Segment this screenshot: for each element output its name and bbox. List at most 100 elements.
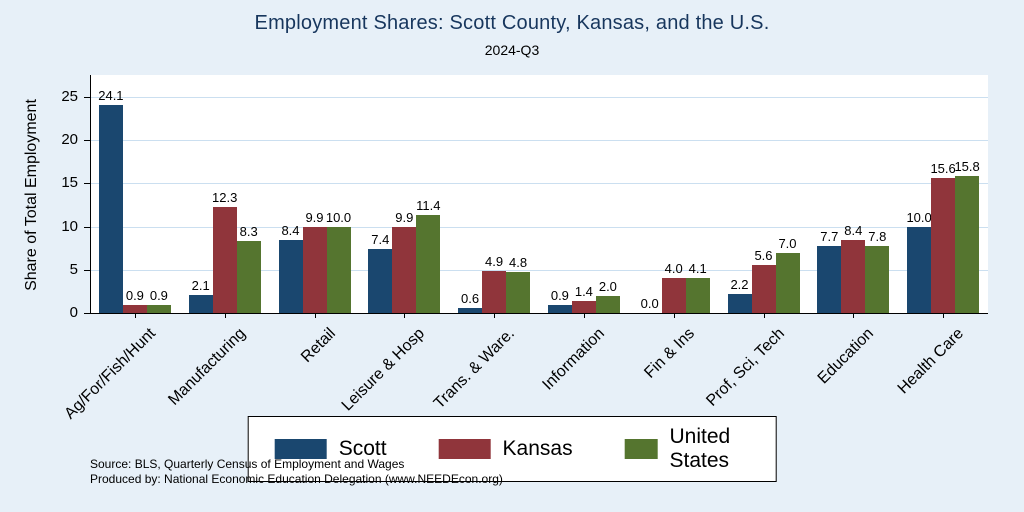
bar-value-label: 7.0 [778, 236, 797, 251]
bar-value-label: 0.6 [461, 291, 480, 306]
y-tick-mark [84, 313, 90, 314]
y-axis-line [90, 75, 91, 313]
gridline [90, 140, 988, 142]
bar-united-states [685, 278, 710, 313]
bar-value-label: 5.6 [754, 248, 773, 263]
bar-value-label: 1.4 [574, 284, 593, 299]
bar-united-states [236, 241, 261, 313]
bar-kansas [212, 207, 237, 313]
bar-kansas [841, 240, 866, 313]
gridline [90, 269, 988, 271]
bar-value-label: 8.3 [239, 224, 258, 239]
bar-scott [817, 246, 842, 313]
bar-kansas [482, 271, 507, 313]
bar-united-states [955, 176, 980, 313]
bar-value-label: 8.4 [281, 223, 300, 238]
bar-value-label: 2.1 [191, 278, 210, 293]
bar-value-label: 9.9 [395, 210, 414, 225]
y-tick-mark [84, 183, 90, 185]
legend-item-scott: Scott [274, 437, 387, 461]
bar-united-states [595, 296, 620, 313]
x-tick-mark [134, 313, 136, 318]
bar-united-states [506, 272, 531, 313]
bar-value-label: 2.0 [598, 279, 617, 294]
legend-label: Kansas [502, 437, 573, 460]
bar-value-label: 9.9 [305, 210, 324, 225]
bar-value-label: 7.7 [820, 229, 839, 244]
y-tick-mark [84, 226, 90, 228]
bar-value-label: 0.9 [149, 288, 168, 303]
bar-value-label: 8.4 [844, 223, 863, 238]
bar-united-states [326, 227, 351, 313]
legend-item-united-states: United States [624, 425, 750, 473]
bar-value-label: 11.4 [416, 198, 441, 213]
source-note: Source: BLS, Quarterly Census of Employm… [90, 457, 503, 487]
bar-united-states [416, 215, 441, 313]
y-axis-title: Share of Total Employment [23, 99, 40, 291]
producer-line: Produced by: National Economic Education… [90, 472, 503, 486]
y-tick-label: 20 [61, 131, 78, 149]
bar-value-label: 4.1 [688, 261, 707, 276]
legend-swatch-kansas [438, 439, 491, 459]
legend-swatch-scott [274, 439, 327, 459]
x-tick-mark [404, 313, 406, 318]
source-line: Source: BLS, Quarterly Census of Employm… [90, 457, 405, 471]
legend-label: Scott [338, 437, 387, 460]
bar-value-label: 10.0 [906, 210, 932, 225]
bar-kansas [661, 278, 686, 313]
x-category-label: Health Care [894, 325, 968, 398]
bar-kansas [122, 305, 147, 313]
y-tick-mark [84, 97, 90, 98]
bar-kansas [751, 265, 776, 313]
bar-scott [907, 227, 932, 313]
bar-kansas [571, 301, 596, 313]
bar-value-label: 15.6 [930, 161, 956, 176]
bar-value-label: 0.9 [550, 288, 569, 303]
y-tick-mark [84, 269, 90, 271]
chart-subtitle: 2024-Q3 [484, 42, 540, 58]
chart-title: Employment Shares: Scott County, Kansas,… [254, 12, 770, 34]
bar-value-label: 0.9 [125, 288, 144, 303]
x-tick-mark [314, 313, 316, 318]
bar-value-label: 4.8 [509, 255, 528, 270]
y-tick-mark [84, 140, 90, 142]
x-tick-mark [224, 313, 226, 318]
bar-scott [188, 295, 213, 313]
y-tick-label: 10 [61, 217, 78, 235]
x-tick-mark [763, 313, 765, 318]
y-tick-label: 5 [69, 260, 78, 278]
bar-value-label: 7.8 [868, 229, 887, 244]
bar-scott [368, 249, 393, 313]
bar-value-label: 24.1 [98, 88, 124, 103]
legend-label: United States [669, 425, 731, 472]
legend-swatch-united-states [624, 439, 658, 459]
bar-scott [278, 240, 303, 313]
bar-scott [547, 305, 572, 313]
bar-value-label: 0.0 [640, 296, 659, 311]
x-tick-mark [583, 313, 585, 318]
bar-value-label: 4.0 [664, 261, 683, 276]
y-tick-label: 0 [69, 304, 78, 321]
x-tick-mark [853, 313, 855, 318]
x-tick-mark [673, 313, 675, 318]
bar-value-label: 10.0 [325, 210, 352, 225]
gridline [90, 226, 988, 228]
gridline [90, 97, 988, 98]
bar-kansas [931, 178, 956, 313]
bar-kansas [302, 227, 327, 313]
bar-value-label: 7.4 [371, 232, 390, 247]
bar-value-label: 15.8 [954, 159, 980, 174]
bar-value-label: 2.2 [730, 277, 749, 292]
x-axis-line [90, 313, 988, 314]
x-tick-mark [494, 313, 496, 318]
y-tick-label: 15 [61, 174, 78, 192]
x-tick-mark [943, 313, 945, 318]
legend: Scott Kansas United States [247, 416, 777, 482]
gridline [90, 183, 988, 185]
bar-scott [458, 308, 483, 313]
bar-united-states [146, 305, 171, 313]
bar-united-states [775, 253, 800, 313]
bar-scott [727, 294, 752, 313]
bar-value-label: 12.3 [212, 190, 238, 205]
